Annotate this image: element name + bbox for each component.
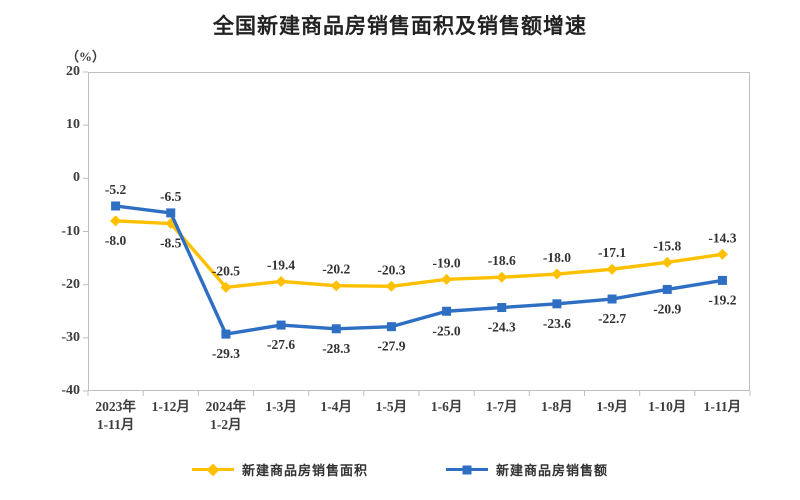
y-tick-label: -10 [61, 223, 80, 239]
chart-title: 全国新建商品房销售面积及销售额增速 [213, 15, 587, 38]
data-point-marker [496, 271, 508, 283]
x-tick-label: 1-10月 [648, 399, 687, 414]
data-point-label: -20.2 [322, 262, 350, 277]
data-point-marker [662, 284, 672, 294]
data-point-marker [275, 275, 287, 287]
data-point-label: -27.6 [267, 337, 295, 352]
data-point-label: -17.1 [598, 245, 626, 260]
square-marker-icon [462, 465, 472, 474]
data-point-label: -18.0 [543, 250, 571, 265]
legend-label-sales-amount: 新建商品房销售额 [496, 463, 609, 478]
y-tick-label: -30 [61, 329, 80, 345]
data-point-marker [497, 303, 507, 313]
data-point-label: -22.7 [598, 311, 626, 326]
data-point-marker [551, 268, 563, 280]
data-point-label: -5.2 [105, 182, 127, 197]
data-point-marker [166, 208, 176, 218]
data-point-label: -20.9 [653, 301, 681, 316]
chart-canvas: -8.0 -8.5 -20.5 -19.4 -20.2 -20.3 -19.0 -18.6 -1… [83, 71, 751, 396]
x-tick-label: 2023年 1-11月 [95, 399, 136, 432]
x-tick-label: 1-7月 [486, 399, 518, 414]
y-axis-unit-label: （%） [66, 49, 106, 64]
data-point-marker [717, 275, 727, 285]
data-point-label: -27.9 [377, 339, 405, 354]
x-tick-label: 1-9月 [596, 399, 628, 414]
data-point-marker [385, 280, 397, 292]
y-tick-label: 20 [66, 64, 80, 79]
data-point-label: -15.8 [653, 238, 681, 253]
x-tick-label: 1-11月 [703, 399, 742, 414]
legend: 新建商品房销售面积 新建商品房销售额 [0, 460, 800, 479]
data-point-label: -23.6 [543, 316, 571, 331]
data-point-label: -29.3 [212, 346, 240, 361]
data-point-marker [331, 324, 341, 334]
data-point-label: -25.0 [433, 323, 461, 338]
data-point-label: -6.5 [160, 189, 182, 204]
plot-area [88, 72, 750, 391]
x-tick-label: 1-8月 [541, 399, 573, 414]
x-tick-label: 1-6月 [430, 399, 463, 414]
data-point-marker [386, 322, 396, 332]
x-tick-label: 1-12月 [151, 399, 190, 414]
data-point-marker [716, 248, 728, 260]
data-point-marker [220, 281, 232, 293]
data-point-marker [276, 320, 286, 330]
data-point-marker [606, 263, 618, 275]
x-tick-label: 1-5月 [375, 399, 408, 414]
series-line-1 [113, 204, 725, 336]
data-point-label: -8.0 [105, 233, 127, 248]
data-point-label: -28.3 [322, 341, 350, 356]
x-tick-label: 1-4月 [320, 399, 353, 414]
data-point-label: -8.5 [160, 236, 182, 251]
data-point-marker [111, 201, 121, 211]
series-line-0 [113, 219, 725, 290]
data-point-label: -20.3 [377, 262, 405, 277]
data-point-label: -20.5 [212, 263, 240, 278]
y-tick-label: -20 [61, 276, 80, 292]
data-point-label: -19.2 [708, 292, 736, 307]
data-point-marker [442, 306, 452, 316]
x-tick-label: 1-3月 [265, 399, 297, 414]
legend-line-sales-area-icon [191, 463, 234, 476]
data-point-marker [552, 299, 562, 309]
data-point-marker [441, 273, 453, 285]
x-tick-label: 2024年 1-2月 [205, 399, 247, 432]
diamond-marker-icon [206, 463, 220, 476]
y-tick-label: 0 [73, 170, 80, 186]
data-point-label: -14.3 [708, 230, 736, 245]
data-point-marker [607, 294, 617, 304]
data-point-marker [221, 329, 231, 339]
y-tick-label: -40 [61, 383, 80, 398]
data-point-label: -19.0 [433, 255, 461, 270]
data-point-label: -18.6 [488, 253, 516, 268]
data-point-marker [661, 256, 673, 268]
data-point-label: -24.3 [488, 320, 516, 335]
legend-line-sales-amount-icon [446, 465, 488, 474]
data-point-marker [330, 280, 342, 292]
data-point-marker [110, 215, 122, 227]
legend-item-sales-area: 新建商品房销售面积 [191, 460, 368, 479]
data-point-label: -19.4 [267, 257, 295, 272]
y-tick-label: 10 [66, 117, 80, 133]
legend-item-sales-amount: 新建商品房销售额 [446, 460, 608, 479]
legend-label-sales-area: 新建商品房销售面积 [241, 463, 368, 478]
